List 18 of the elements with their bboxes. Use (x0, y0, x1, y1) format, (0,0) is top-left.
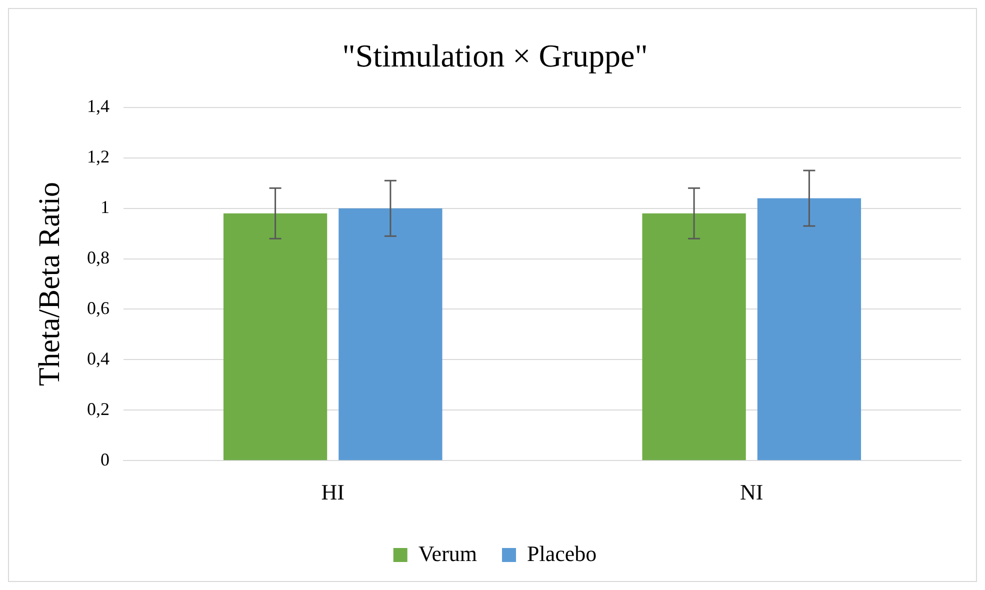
legend-label: Verum (418, 540, 478, 566)
bar (223, 213, 328, 460)
bar (757, 198, 862, 460)
y-tick-label: 0,8 (87, 248, 110, 268)
y-tick-label: 1,2 (87, 146, 110, 167)
bar (642, 213, 746, 460)
y-axis-title: Theta/Beta Ratio (32, 182, 66, 386)
y-tick-label: 0,2 (87, 398, 110, 419)
x-tick-label: HI (321, 480, 344, 505)
y-tick-label: 0,6 (87, 298, 110, 318)
y-tick-label: 0 (100, 449, 110, 470)
chart-title: "Stimulation × Gruppe" (342, 38, 648, 74)
x-tick-label: NI (740, 480, 764, 505)
bar (338, 208, 442, 460)
y-tick-label: 1,4 (87, 96, 110, 116)
legend-label: Placebo (527, 540, 597, 566)
y-tick-label: 0,4 (87, 348, 110, 368)
y-tick-label: 1 (100, 197, 110, 218)
